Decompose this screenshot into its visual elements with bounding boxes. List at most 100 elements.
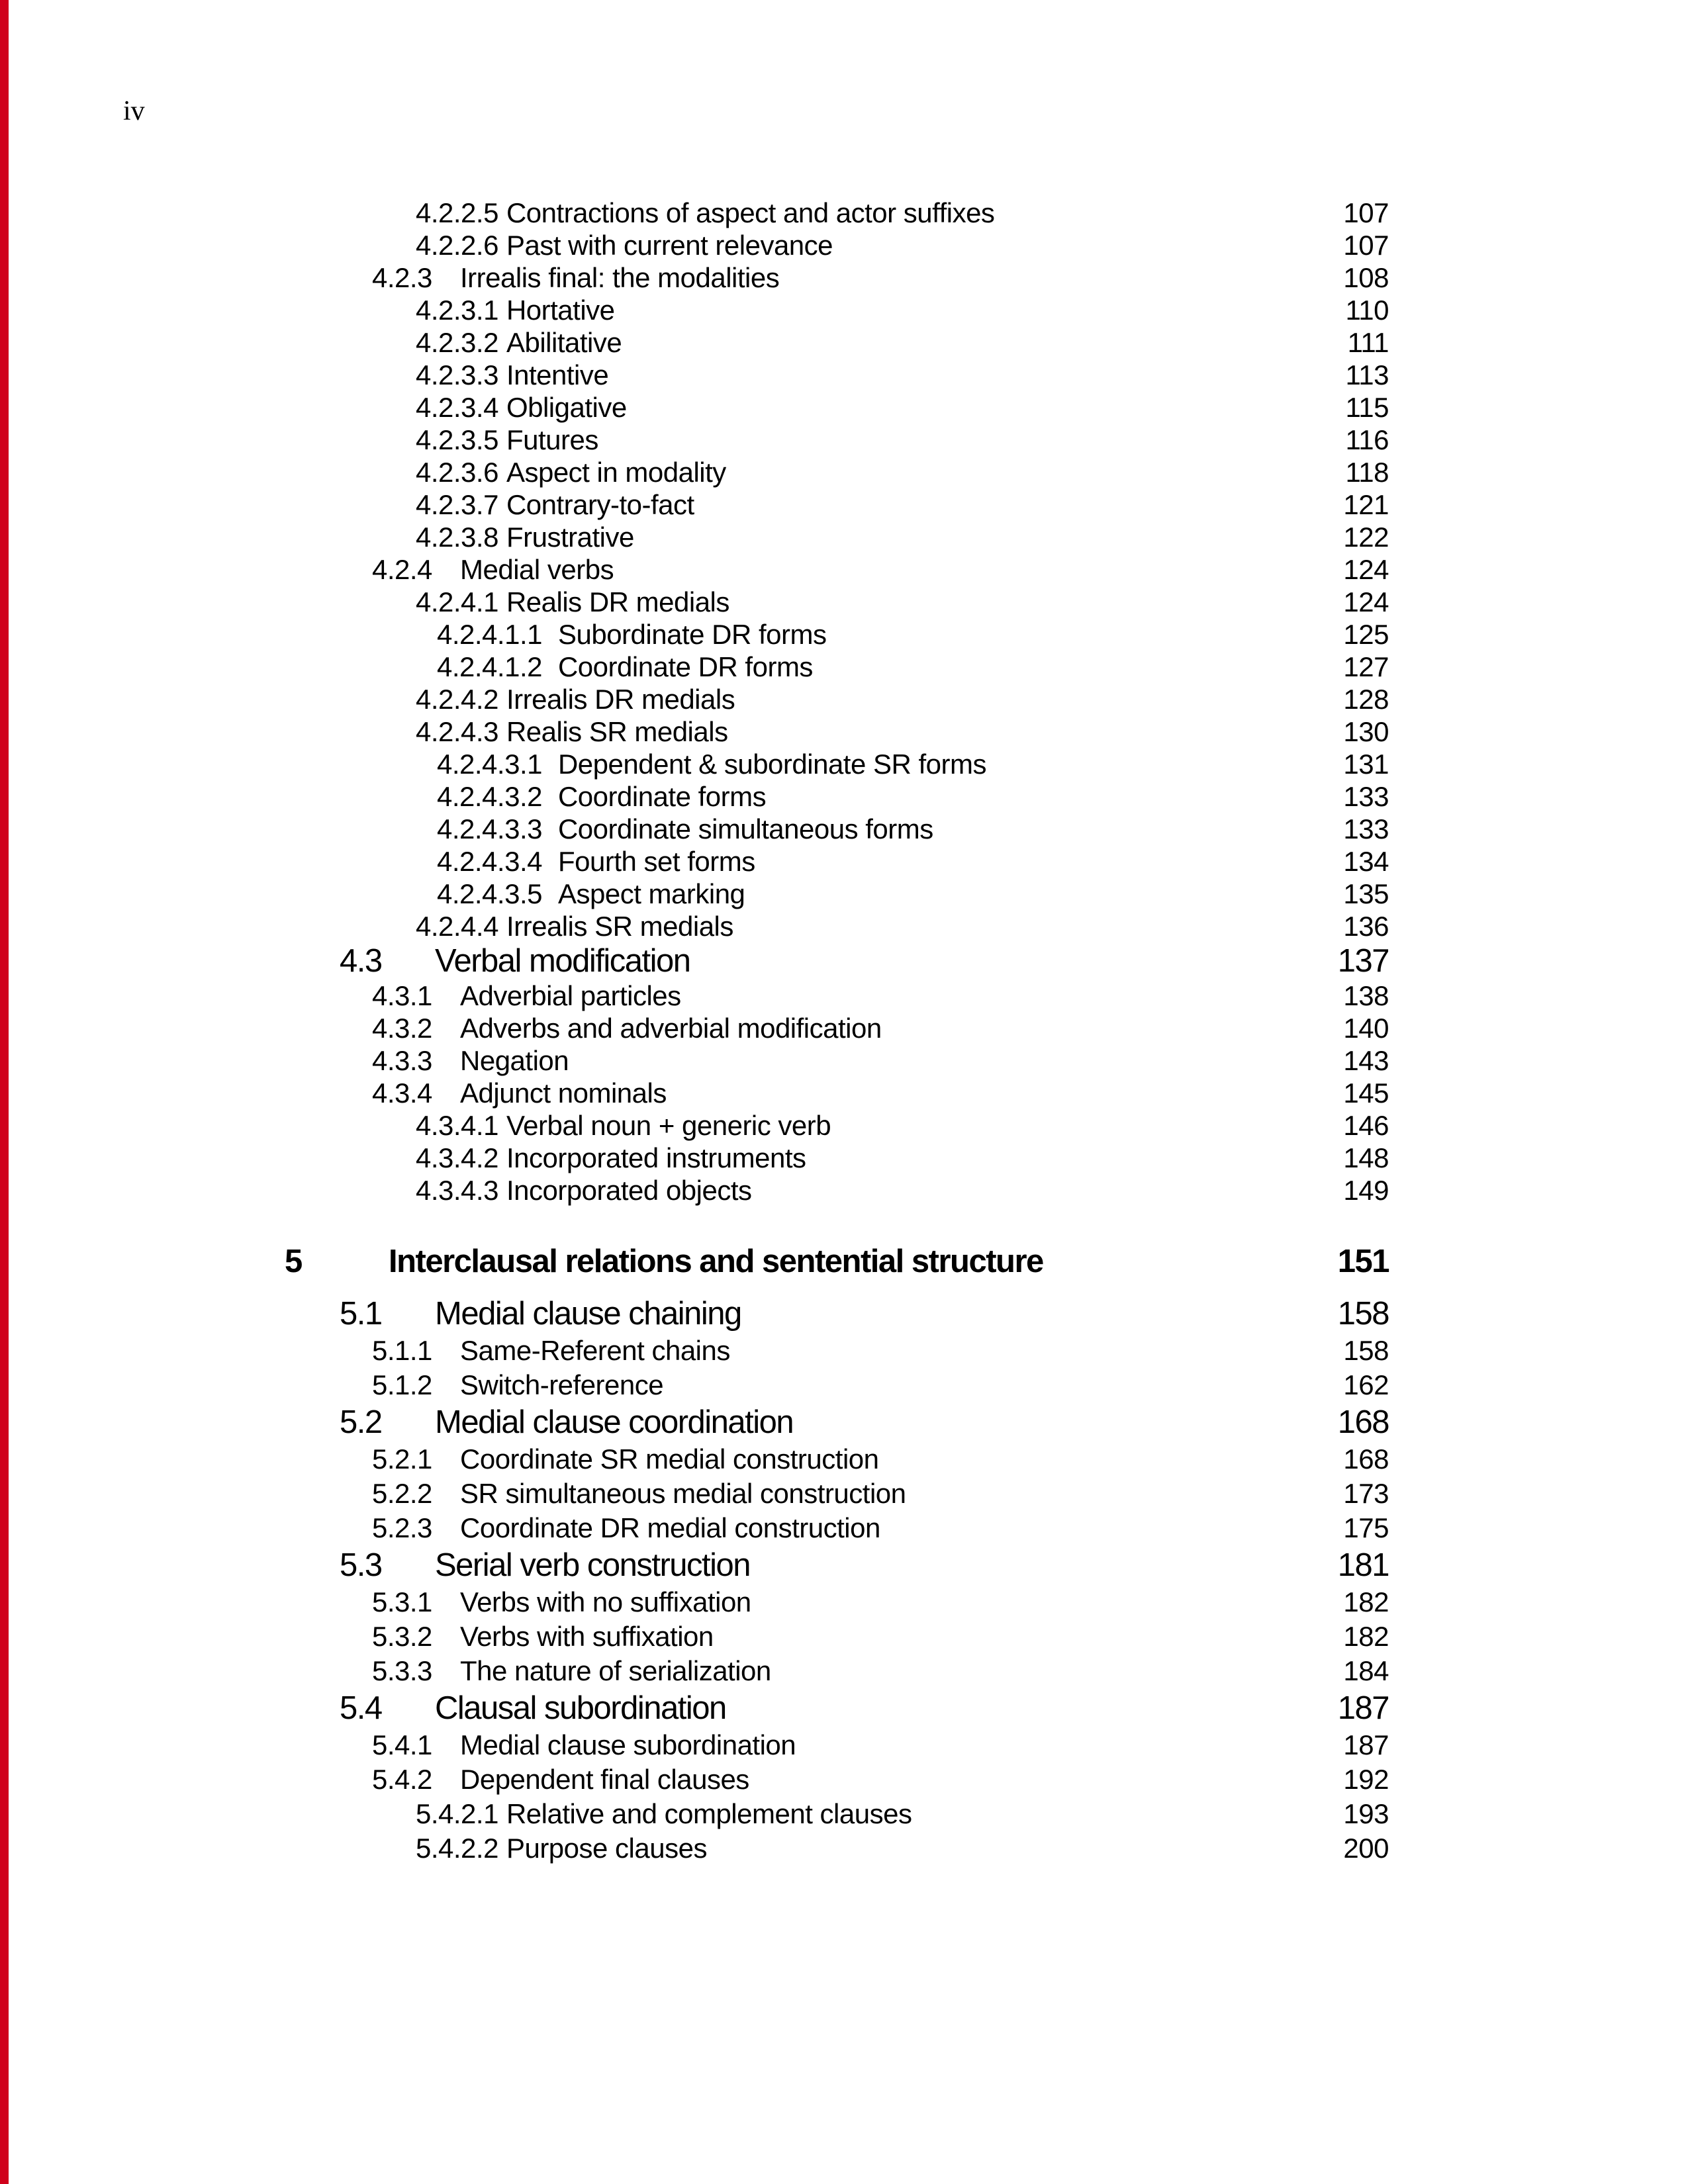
toc-entry-row: 4.2.3.5 Futures 116 [0, 424, 1389, 456]
toc-entry-number: 4.3.4.3 [416, 1175, 498, 1206]
toc-entry-number: 4.2.4.3.4 [437, 846, 542, 877]
toc-entry-page-number: 184 [1343, 1655, 1389, 1686]
toc-entry-row: 4.2.4.2 Irrealis DR medials 128 [0, 683, 1389, 715]
toc-entry-row: 4.2.4.3.4 Fourth set forms 134 [0, 845, 1389, 878]
toc-entry-row: 5.2 Medial clause coordination 168 [0, 1402, 1390, 1442]
toc-entry-page-number: 124 [1343, 554, 1389, 585]
toc-entry-row: 5.2.2 SR simultaneous medial construction… [0, 1477, 1389, 1511]
toc-entry-number: 4.3.1 [372, 980, 432, 1011]
toc-entry-number: 4.2.3.2 [416, 327, 498, 358]
toc-entry-title: The nature of serialization [460, 1655, 771, 1686]
toc-entry-number: 5.2.1 [372, 1443, 432, 1475]
toc-entry-row: 5.2.1 Coordinate SR medial construction 16… [0, 1442, 1389, 1477]
toc-entry-title: Coordinate DR medial construction [460, 1512, 880, 1543]
toc-entry-title: Medial clause chaining [435, 1296, 741, 1332]
toc-entry-number: 4.3.4.1 [416, 1110, 498, 1141]
toc-entry-number: 4.2.3.1 [416, 295, 498, 326]
table-of-contents: 4.2.2.5 Contractions of aspect and actor … [0, 197, 1390, 1866]
toc-entry-row: 4.3.1 Adverbial particles 138 [0, 979, 1389, 1012]
toc-entry-row: 5.4.2 Dependent final clauses 192 [0, 1762, 1389, 1797]
toc-entry-title: Abilitative [506, 327, 622, 358]
toc-entry-number: 4.2.4.3.1 [437, 749, 542, 780]
toc-entry-number: 4.2.4.4 [416, 911, 498, 942]
toc-entry-page-number: 187 [1343, 1729, 1389, 1760]
toc-entry-row: 4.2.4.1.1 Subordinate DR forms 125 [0, 618, 1389, 651]
toc-entry-number: 4.2.4.2 [416, 684, 498, 715]
toc-entry-row: 4.2.3.4 Obligative 115 [0, 391, 1389, 424]
toc-entry-page-number: 134 [1343, 846, 1389, 877]
toc-entry-title: Verbs with suffixation [460, 1621, 714, 1652]
toc-entry-number: 4.2.4.3.5 [437, 878, 542, 909]
toc-entry-page-number: 146 [1343, 1110, 1389, 1141]
toc-entry-row: 4.2.3.7 Contrary-to-fact 121 [0, 488, 1389, 521]
toc-entry-row: 4.3 Verbal modification 137 [0, 942, 1390, 979]
toc-entry-row: 4.3.4.2 Incorporated instruments 148 [0, 1142, 1389, 1174]
toc-entry-page-number: 143 [1343, 1045, 1389, 1076]
toc-entry-row: 5.1.1 Same-Referent chains 158 [0, 1334, 1389, 1368]
toc-entry-title: Medial clause subordination [460, 1729, 796, 1760]
toc-entry-row: 4.2.3.8 Frustrative 122 [0, 521, 1389, 553]
toc-entry-title: Switch-reference [460, 1369, 664, 1400]
toc-entry-page-number: 135 [1343, 878, 1389, 909]
toc-entry-page-number: 138 [1343, 980, 1389, 1011]
toc-entry-page-number: 181 [1337, 1547, 1390, 1583]
toc-entry-row: 5.4.1 Medial clause subordination 187 [0, 1728, 1389, 1762]
toc-entry-number: 4.2.4.3.2 [437, 781, 542, 812]
toc-entry-title: Dependent final clauses [460, 1764, 749, 1795]
toc-entry-title: SR simultaneous medial construction [460, 1478, 906, 1509]
toc-entry-title: Interclausal relations and sentential st… [389, 1244, 1043, 1279]
toc-entry-page-number: 175 [1343, 1512, 1389, 1543]
toc-entry-row: 4.2.4.3.3 Coordinate simultaneous forms 13… [0, 813, 1389, 845]
toc-entry-number: 5.4.2.1 [416, 1798, 498, 1829]
toc-entry-number: 4.3.4.2 [416, 1142, 498, 1173]
toc-entry-page-number: 111 [1347, 327, 1389, 358]
toc-entry-row: 5.4.2.2 Purpose clauses 200 [0, 1831, 1389, 1866]
toc-entry-number: 4.2.4.3 [416, 716, 498, 747]
toc-entry-row: 5.2.3 Coordinate DR medial construction 17… [0, 1511, 1389, 1545]
toc-entry-number: 4.2.3.8 [416, 522, 498, 553]
toc-entry-title: Aspect marking [557, 878, 745, 909]
toc-entry-number: 5.2.3 [372, 1512, 432, 1543]
toc-entry-title: Coordinate DR forms [557, 651, 813, 682]
toc-entry-row: 4.2.3.3 Intentive 113 [0, 359, 1389, 391]
toc-entry-title: Coordinate SR medial construction [460, 1443, 879, 1475]
toc-entry-title: Subordinate DR forms [557, 619, 827, 650]
toc-entry-title: Verbal noun + generic verb [506, 1110, 831, 1141]
toc-entry-number: 4.2.3 [372, 262, 432, 293]
toc-entry-number: 4.3.3 [372, 1045, 432, 1076]
toc-entry-page-number: 121 [1343, 489, 1389, 520]
toc-entry-number: 4.3.2 [372, 1013, 432, 1044]
toc-entry-number: 5.3 [340, 1547, 383, 1583]
toc-entry-row: 5.3.1 Verbs with no suffixation 182 [0, 1585, 1389, 1619]
toc-entry-page-number: 173 [1343, 1478, 1389, 1509]
toc-entry-row: 5.1.2 Switch-reference 162 [0, 1368, 1389, 1402]
toc-entry-number: 4.2.3.4 [416, 392, 498, 423]
toc-entry-page-number: 115 [1345, 392, 1389, 423]
toc-entry-page-number: 151 [1337, 1244, 1390, 1279]
toc-entry-title: Frustrative [506, 522, 634, 553]
toc-entry-title: Adverbial particles [460, 980, 681, 1011]
toc-entry-page-number: 108 [1343, 262, 1389, 293]
toc-entry-number: 5.4.1 [372, 1729, 432, 1760]
toc-entry-row: 4.2.3.1 Hortative 110 [0, 294, 1389, 326]
toc-entry-number: 4.2.3.3 [416, 359, 498, 390]
toc-entry-title: Dependent & subordinate SR forms [557, 749, 987, 780]
toc-entry-number: 5.2 [340, 1404, 383, 1440]
toc-entry-number: 5.3.1 [372, 1586, 432, 1617]
toc-entry-page-number: 136 [1343, 911, 1389, 942]
toc-entry-number: 4.2.4 [372, 554, 432, 585]
toc-entry-number: 4.2.2.6 [416, 230, 498, 261]
page-folio: iv [123, 96, 145, 126]
toc-entry-page-number: 122 [1343, 522, 1389, 553]
toc-entry-row: 5.3.2 Verbs with suffixation 182 [0, 1619, 1389, 1654]
toc-entry-page-number: 113 [1345, 359, 1389, 390]
toc-entry-number: 5.2.2 [372, 1478, 432, 1509]
toc-entry-row: 5.4 Clausal subordination 187 [0, 1688, 1390, 1728]
scan-edge-bar [0, 0, 9, 2184]
toc-entry-row: 4.2.2.6 Past with current relevance 107 [0, 229, 1389, 261]
toc-entry-title: Contrary-to-fact [506, 489, 694, 520]
toc-entry-page-number: 130 [1343, 716, 1389, 747]
toc-entry-title: Futures [506, 424, 598, 455]
toc-entry-page-number: 137 [1337, 943, 1390, 979]
toc-entry-number: 5.1.2 [372, 1369, 432, 1400]
